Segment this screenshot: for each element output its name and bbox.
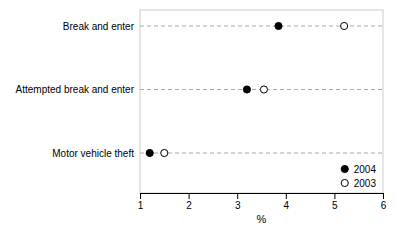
y-tick-label: Attempted break and enter [16, 84, 135, 95]
x-axis: 1 2 3 4 5 6 [138, 193, 387, 211]
y-axis: Break and enter Attempted break and enter… [16, 21, 135, 159]
x-tick-label: 4 [284, 200, 290, 211]
dot [275, 22, 282, 29]
x-tick-label: 6 [381, 200, 387, 211]
x-tick-mark [286, 193, 287, 199]
legend-item: 2004 [341, 164, 376, 175]
x-tick: 3 [235, 193, 241, 211]
x-tick: 4 [284, 193, 290, 211]
x-axis-title: % [257, 213, 267, 225]
x-tick: 5 [332, 193, 338, 211]
dot [260, 86, 267, 93]
legend-label: 2003 [354, 178, 377, 189]
x-axis-line [141, 194, 384, 200]
legend-item: 2003 [341, 178, 376, 189]
y-tick-label: Motor vehicle theft [52, 148, 134, 159]
y-tick-label: Break and enter [63, 21, 135, 32]
legend-symbol [341, 179, 348, 186]
x-tick-label: 1 [138, 200, 144, 211]
y-tick: Attempted break and enter [16, 84, 135, 95]
x-tick: 6 [381, 193, 387, 211]
plot-frame [140, 10, 383, 193]
grid-line [140, 153, 383, 154]
x-tick-label: 5 [332, 200, 338, 211]
x-tick-mark [189, 193, 190, 199]
plot-area [140, 22, 383, 156]
dot [243, 86, 250, 93]
x-tick-mark [140, 193, 141, 199]
legend: 2004 2003 [341, 164, 376, 189]
dot [146, 149, 153, 156]
x-tick-label: 2 [186, 200, 192, 211]
x-tick-mark [383, 193, 384, 199]
dot [161, 149, 168, 156]
y-tick: Motor vehicle theft [52, 148, 134, 159]
x-tick: 1 [138, 193, 144, 211]
x-tick-mark [334, 193, 335, 199]
x-tick-label: 3 [235, 200, 241, 211]
dot [341, 22, 348, 29]
legend-label: 2004 [354, 164, 377, 175]
x-tick-mark [237, 193, 238, 199]
chart: 1 2 3 4 5 6% Break and enter Attempted break an… [0, 0, 397, 227]
y-tick: Break and enter [63, 21, 135, 32]
legend-symbol [341, 165, 348, 172]
x-tick: 2 [186, 193, 192, 211]
